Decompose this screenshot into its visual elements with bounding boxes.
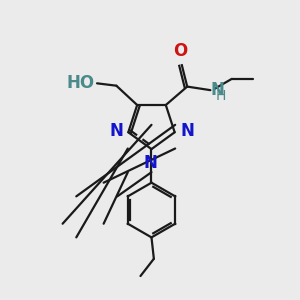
- Text: HO: HO: [67, 74, 95, 92]
- Text: N: N: [143, 154, 157, 172]
- Text: N: N: [109, 122, 123, 140]
- Text: N: N: [180, 122, 194, 140]
- Text: N: N: [211, 81, 225, 99]
- Text: H: H: [216, 89, 226, 103]
- Text: O: O: [173, 42, 188, 60]
